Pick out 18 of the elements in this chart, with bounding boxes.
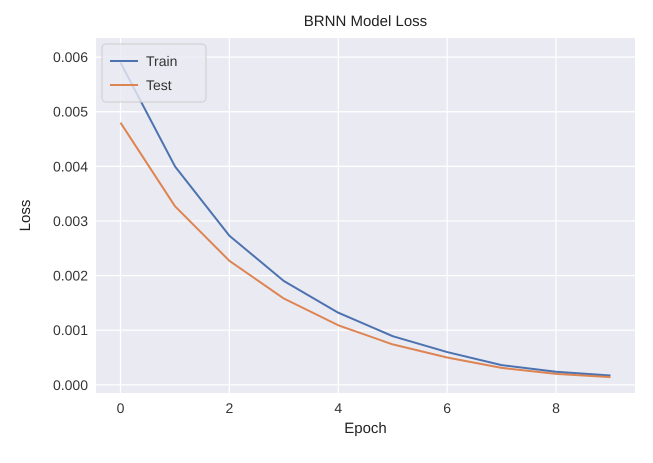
chart-title: BRNN Model Loss [304, 13, 428, 30]
y-tick-label: 0.002 [52, 268, 88, 284]
x-tick-label: 4 [334, 400, 342, 416]
y-tick-label: 0.006 [52, 49, 88, 66]
x-tick-label: 2 [225, 400, 234, 416]
legend-label: Test [146, 77, 172, 93]
x-tick-label: 6 [443, 400, 452, 416]
legend-label: Train [146, 53, 178, 69]
x-axis-title: Epoch [344, 420, 387, 437]
y-tick-label: 0.005 [52, 104, 88, 120]
y-tick-label: 0.004 [52, 158, 88, 174]
y-tick-label: 0.000 [52, 376, 88, 393]
x-tick-label: 0 [116, 400, 125, 416]
y-tick-label: 0.001 [52, 322, 88, 338]
line-series [120, 122, 612, 378]
x-tick-label: 8 [552, 400, 560, 416]
y-tick-label: 0.003 [52, 212, 88, 229]
y-axis-title: Loss [17, 200, 34, 232]
